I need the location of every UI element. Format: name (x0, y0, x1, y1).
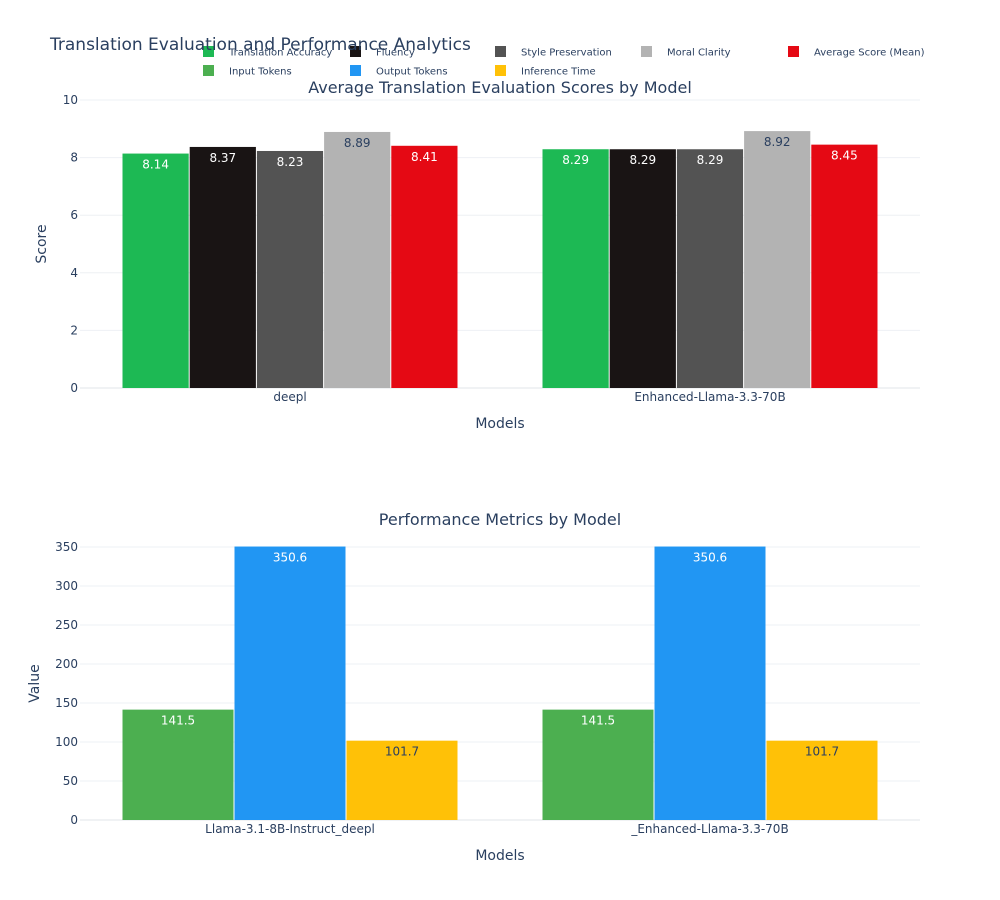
chart-1-data-label: 8.45 (831, 149, 858, 163)
chart-2-bar-inference-time[interactable] (766, 740, 878, 820)
legend-swatch (788, 46, 799, 57)
chart-1-data-label: 8.92 (764, 135, 791, 149)
chart-1-bar-average-score-mean[interactable] (391, 145, 458, 388)
chart-1-x-axis-title: Models (475, 416, 524, 432)
chart-1-bar-fluency[interactable] (609, 149, 676, 388)
chart-2-bar-output-tokens[interactable] (234, 546, 346, 820)
chart-1-data-label: 8.23 (277, 155, 304, 169)
chart-2-data-label: 350.6 (273, 551, 307, 565)
chart-1-bar-style-preservation[interactable] (256, 150, 324, 388)
legend-swatch (495, 46, 506, 57)
chart-2-x-axis-title: Models (475, 848, 524, 864)
chart-1-bar-average-score-mean[interactable] (811, 144, 878, 388)
chart-1-y-axis-title: Score (34, 224, 50, 263)
chart-1-title: Average Translation Evaluation Scores by… (308, 78, 692, 97)
chart-2-data-label: 141.5 (161, 714, 195, 728)
chart-2-y-tick-label: 0 (70, 813, 78, 827)
legend-item-style-preservation[interactable]: Style Preservation (495, 46, 612, 59)
legend-label: Output Tokens (376, 67, 448, 78)
chart-2-y-tick-label: 250 (55, 618, 78, 632)
chart-1-x-tick-label: Enhanced-Llama-3.3-70B (634, 390, 785, 404)
chart-2-bar-output-tokens[interactable] (654, 546, 766, 820)
legend-item-fluency[interactable]: Fluency (350, 46, 415, 59)
chart-1-y-tick-label: 6 (70, 208, 78, 222)
legend-label: Translation Accuracy (228, 48, 332, 59)
legend-swatch (350, 46, 361, 57)
chart-1-bar-style-preservation[interactable] (676, 149, 744, 388)
chart-1-x-tick-label: deepl (273, 390, 306, 404)
main-title: Translation Evaluation and Performance A… (49, 35, 471, 55)
chart-2-title: Performance Metrics by Model (379, 510, 621, 529)
chart-2-x-tick-label: _Enhanced-Llama-3.3-70B (630, 822, 788, 836)
chart-1-bar-moral-clarity[interactable] (324, 131, 391, 388)
chart-1-data-label: 8.29 (697, 153, 724, 167)
legend-item-inference-time[interactable]: Inference Time (495, 65, 596, 78)
chart-2-bar-input-tokens[interactable] (122, 709, 234, 820)
legend-item-input-tokens[interactable]: Input Tokens (203, 65, 292, 78)
legend-label: Moral Clarity (667, 48, 731, 59)
chart-2-y-tick-label: 150 (55, 696, 78, 710)
legend-item-average-score-mean[interactable]: Average Score (Mean) (788, 46, 925, 59)
chart-2-y-tick-label: 350 (55, 540, 78, 554)
chart-2-y-axis-title: Value (27, 664, 43, 702)
chart-2-data-label: 350.6 (693, 551, 727, 565)
chart-1-data-label: 8.41 (411, 150, 438, 164)
legend-label: Fluency (376, 48, 415, 59)
chart-2-data-label: 101.7 (385, 745, 419, 759)
chart-1-y-tick-label: 8 (70, 151, 78, 165)
legend-item-moral-clarity[interactable]: Moral Clarity (641, 46, 731, 59)
chart-2-y-tick-label: 100 (55, 735, 78, 749)
legend: Translation Accuracy Fluency Style Preserv… (203, 46, 925, 78)
chart-2-data-label: 101.7 (805, 745, 839, 759)
chart-1-y-tick-label: 0 (70, 381, 78, 395)
chart-2-bar-input-tokens[interactable] (542, 709, 654, 820)
chart-1-y-tick-label: 2 (70, 323, 78, 337)
performance-chart: 0 50 100 150 200 250 300 350 141.5 350.6 101.7 Llam… (27, 510, 920, 864)
legend-label: Style Preservation (521, 48, 612, 59)
legend-swatch (203, 65, 214, 76)
chart-1-data-label: 8.29 (562, 153, 589, 167)
chart-2-y-tick-label: 200 (55, 657, 78, 671)
chart-2-y-tick-label: 50 (63, 774, 78, 788)
chart-1-data-label: 8.37 (209, 151, 236, 165)
chart-2-y-tick-label: 300 (55, 579, 78, 593)
chart-1-bar-translation-accuracy[interactable] (542, 149, 609, 388)
chart-1-data-label: 8.29 (629, 153, 656, 167)
scores-chart: 0 2 4 6 8 10 8.14 8.37 8.23 8.89 8.41 deepl 8.29 8.29… (34, 78, 920, 432)
chart-1-y-tick-label: 4 (70, 266, 78, 280)
chart-1-data-label: 8.14 (142, 158, 169, 172)
chart-1-bar-translation-accuracy[interactable] (122, 153, 189, 388)
chart-1-bar-moral-clarity[interactable] (744, 131, 811, 388)
chart-1-data-label: 8.89 (344, 136, 371, 150)
legend-label: Inference Time (521, 67, 596, 78)
chart-1-bar-fluency[interactable] (189, 146, 256, 388)
chart-2-data-label: 141.5 (581, 714, 615, 728)
legend-swatch (350, 65, 361, 76)
legend-swatch (203, 46, 214, 57)
legend-label: Average Score (Mean) (814, 48, 925, 59)
legend-swatch (495, 65, 506, 76)
legend-swatch (641, 46, 652, 57)
chart-2-x-tick-label: Llama-3.1-8B-Instruct_deepl (205, 822, 375, 836)
legend-label: Input Tokens (229, 67, 292, 78)
chart-1-y-tick-label: 10 (63, 93, 78, 107)
chart-2-bar-inference-time[interactable] (346, 740, 458, 820)
legend-item-translation-accuracy[interactable]: Translation Accuracy (203, 46, 332, 59)
legend-item-output-tokens[interactable]: Output Tokens (350, 65, 448, 78)
